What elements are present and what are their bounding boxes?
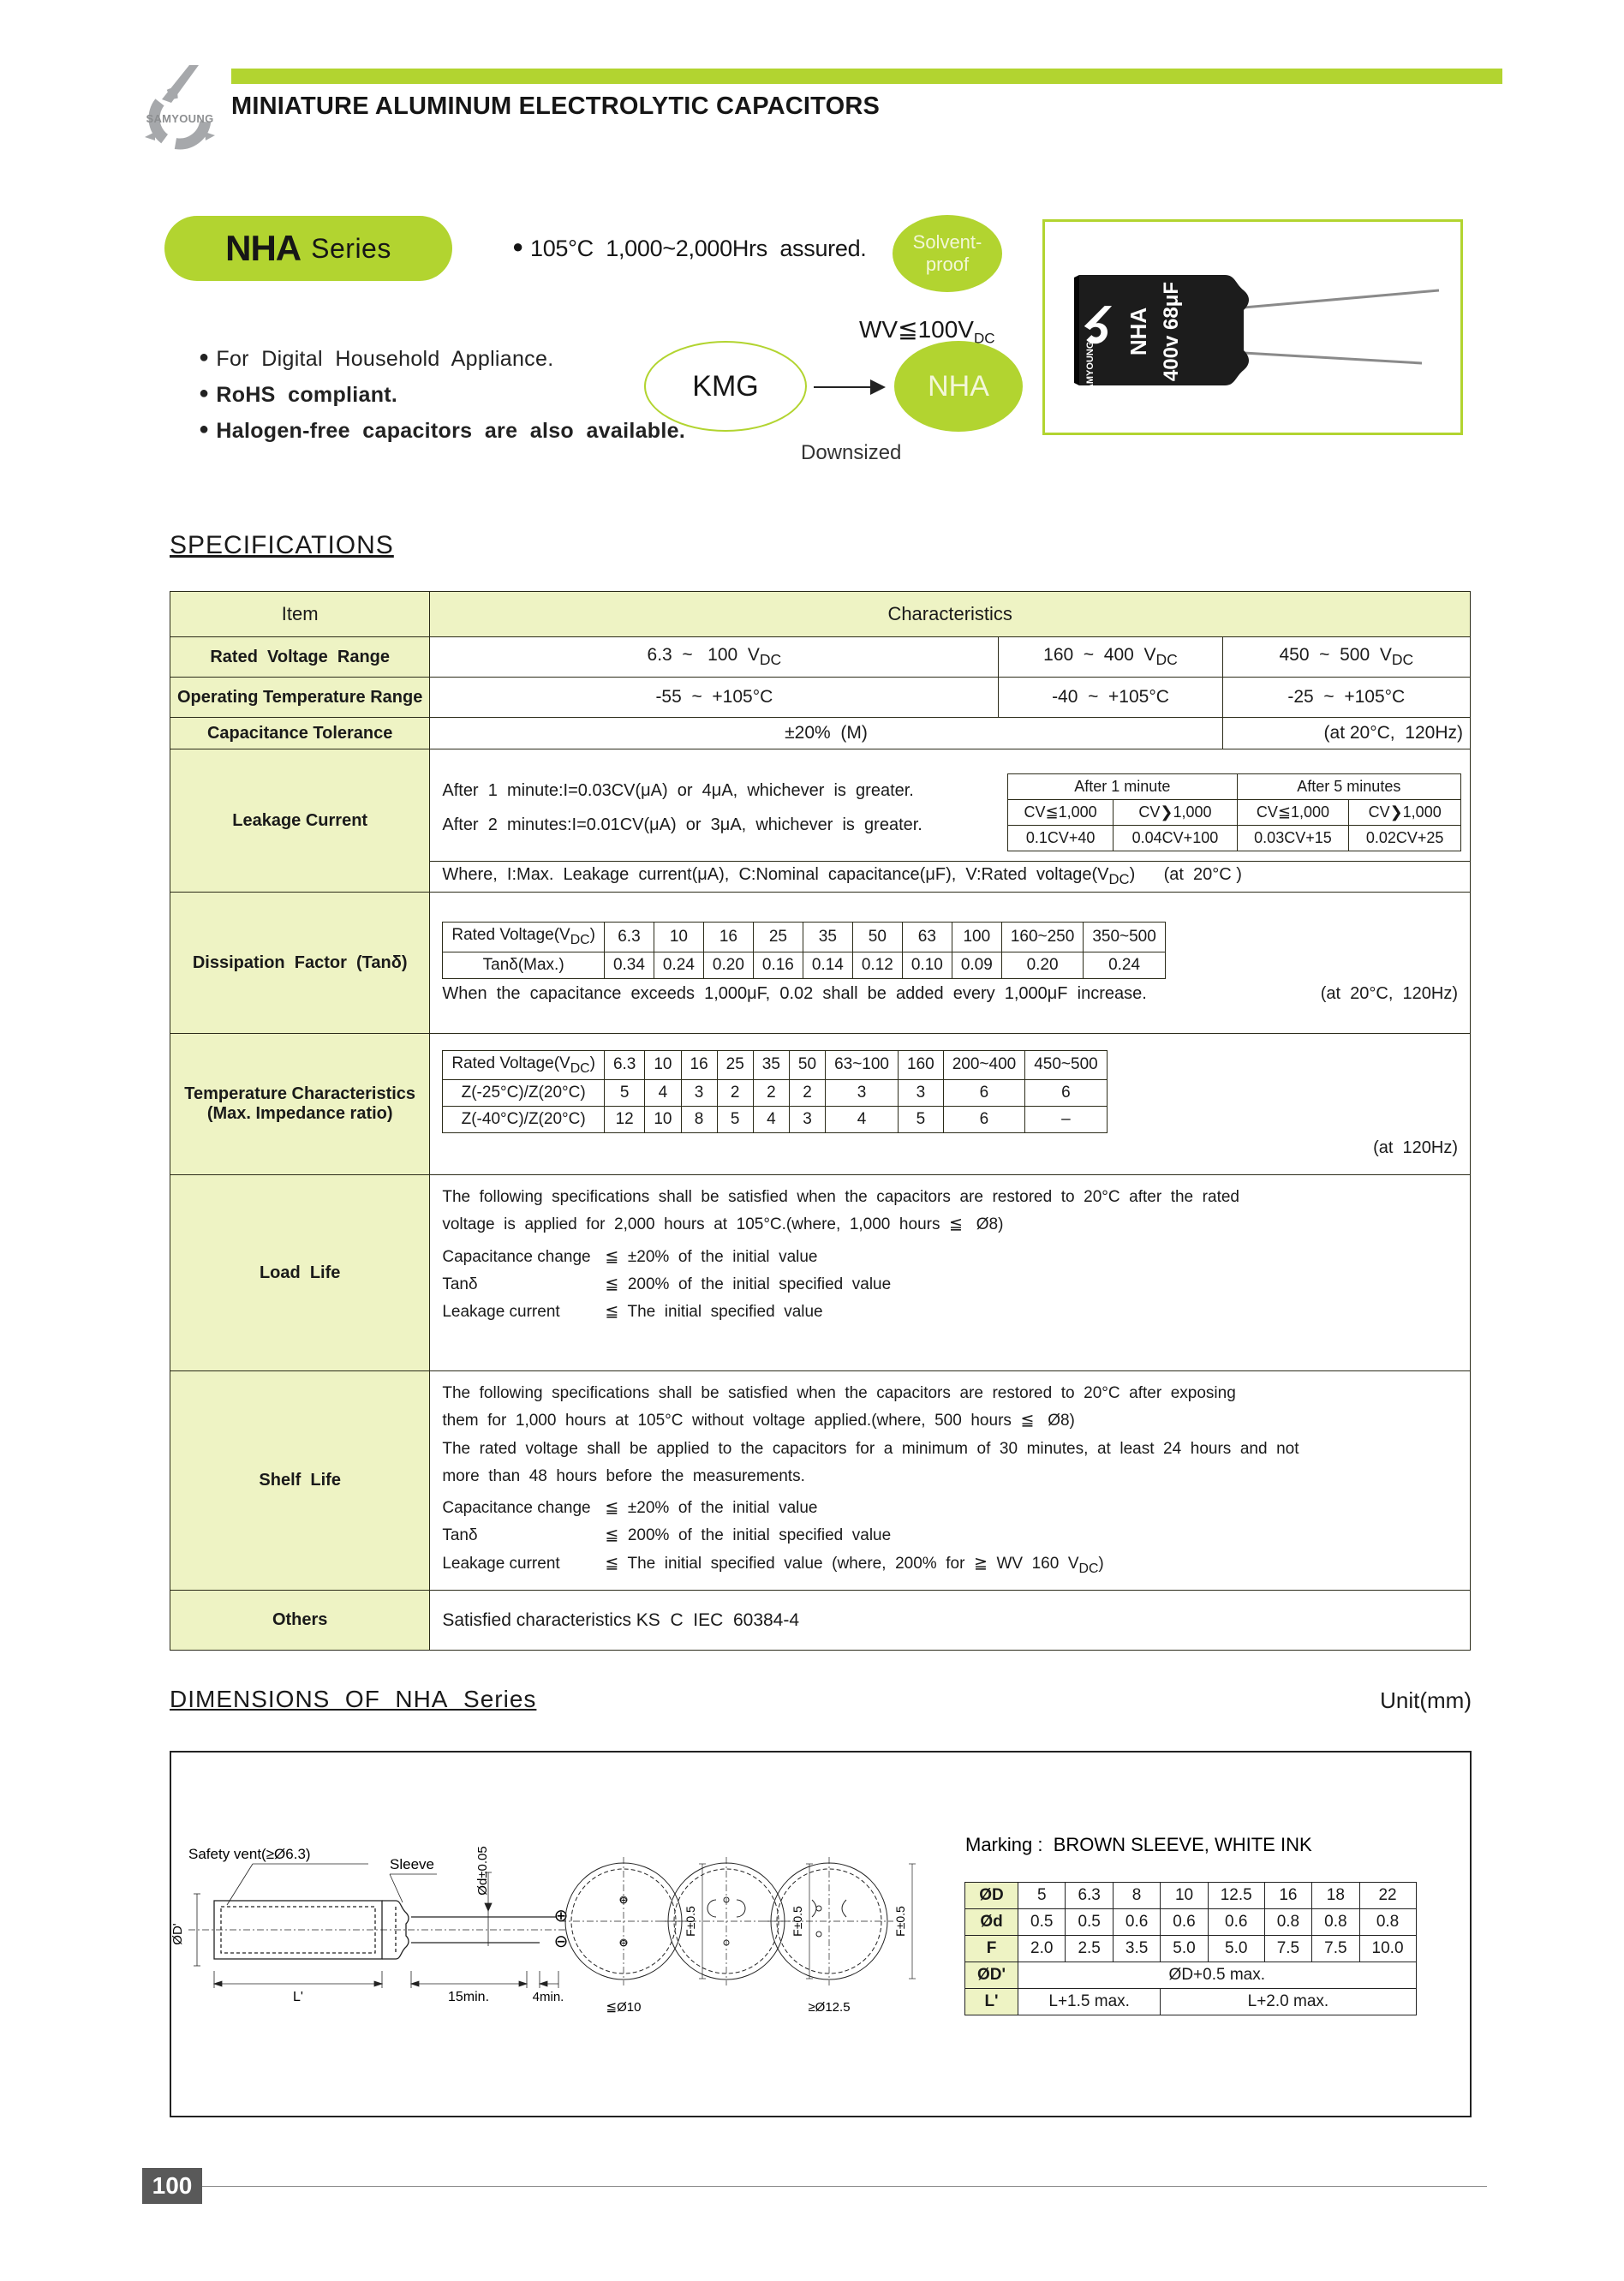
svg-text:L': L' xyxy=(293,1990,303,2004)
svg-text:≥Ø12.5: ≥Ø12.5 xyxy=(808,2000,850,2015)
svg-text:Safety vent(≥Ø6.3): Safety vent(≥Ø6.3) xyxy=(188,1846,311,1862)
svg-text:Marking : BROWN SLEEVE, WHITE: Marking : BROWN SLEEVE, WHITE INK xyxy=(965,1834,1312,1855)
svg-text:⊖: ⊖ xyxy=(554,1932,569,1951)
svg-text:15min.: 15min. xyxy=(448,1990,489,2004)
svg-text:NHA: NHA xyxy=(1125,308,1151,356)
svg-text:⊖: ⊖ xyxy=(619,1938,627,1949)
svg-text:SAMYOUNG: SAMYOUNG xyxy=(1085,342,1096,397)
svg-text:Sleeve: Sleeve xyxy=(390,1856,434,1872)
svg-text:⊕: ⊕ xyxy=(619,1896,627,1906)
svg-text:F±0.5: F±0.5 xyxy=(893,1906,907,1937)
svg-text:4min.: 4min. xyxy=(533,1990,564,2004)
svg-text:Ød±0.05: Ød±0.05 xyxy=(475,1846,490,1895)
svg-text:400v 68μF: 400v 68μF xyxy=(1160,282,1183,381)
svg-text:ØD': ØD' xyxy=(171,1923,185,1945)
svg-text:⊕: ⊕ xyxy=(554,1907,569,1926)
svg-text:≦Ø10: ≦Ø10 xyxy=(606,2000,642,2015)
